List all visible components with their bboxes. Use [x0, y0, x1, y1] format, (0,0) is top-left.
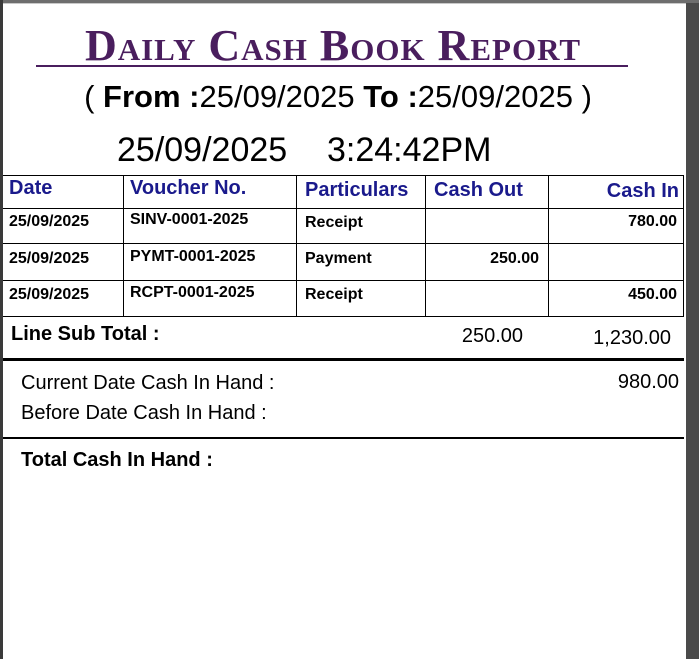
viewer-right-edge — [686, 3, 699, 659]
range-open-paren: ( — [84, 79, 95, 114]
header-bottom-border — [3, 208, 684, 209]
section-divider — [3, 437, 684, 439]
print-time: 3:24:42PM — [327, 131, 492, 169]
col-header-date: Date — [9, 177, 53, 199]
row-3-date: 25/09/2025 — [9, 286, 90, 303]
subtotal-label: Line Sub Total : — [11, 323, 160, 345]
row-divider — [3, 280, 684, 281]
row-1-date: 25/09/2025 — [9, 213, 90, 230]
date-range: ( From :25/09/2025 To :25/09/2025 ) — [3, 79, 673, 115]
range-from-date: 25/09/2025 — [199, 79, 355, 114]
row-3-cash-in: 450.00 — [628, 286, 677, 303]
col-header-particulars: Particulars — [305, 179, 409, 201]
subtotal-cash-out: 250.00 — [461, 325, 523, 347]
range-from-label: From : — [103, 79, 200, 114]
col-header-cash-in: Cash In — [606, 180, 679, 202]
range-to-label: To : — [363, 79, 418, 114]
row-1-cash-in: 780.00 — [628, 213, 677, 230]
col-divider — [548, 175, 549, 316]
table-top-border — [3, 175, 684, 176]
before-cash-label: Before Date Cash In Hand : — [21, 402, 267, 424]
range-close-paren: ) — [581, 79, 592, 114]
current-cash-value: 980.00 — [617, 371, 679, 393]
section-divider — [3, 358, 684, 361]
row-2-date: 25/09/2025 — [9, 250, 90, 267]
col-divider — [123, 175, 124, 316]
col-header-cash-out: Cash Out — [434, 179, 523, 201]
total-cash-label: Total Cash In Hand : — [21, 449, 213, 471]
col-header-voucher: Voucher No. — [130, 177, 247, 199]
report-title: Daily Cash Book Report — [84, 21, 582, 70]
subtotal-cash-in: 1,230.00 — [593, 327, 671, 349]
row-3-voucher: RCPT-0001-2025 — [130, 284, 255, 301]
row-2-cash-out: 250.00 — [490, 250, 539, 267]
col-divider — [425, 175, 426, 316]
print-date: 25/09/2025 — [117, 131, 288, 169]
row-3-particulars: Receipt — [305, 286, 363, 303]
row-divider — [3, 243, 684, 244]
row-1-voucher: SINV-0001-2025 — [130, 211, 249, 228]
col-divider — [296, 175, 297, 316]
row-2-voucher: PYMT-0001-2025 — [130, 248, 256, 265]
report-page: Daily Cash Book Report ( From :25/09/202… — [3, 3, 686, 659]
current-cash-label: Current Date Cash In Hand : — [21, 372, 275, 394]
range-to-date: 25/09/2025 — [417, 79, 573, 114]
viewer-left-edge — [0, 0, 3, 659]
col-divider — [683, 175, 684, 316]
table-bottom-border — [3, 316, 684, 317]
row-2-particulars: Payment — [305, 250, 372, 267]
row-1-particulars: Receipt — [305, 214, 363, 231]
title-underline — [36, 65, 628, 67]
